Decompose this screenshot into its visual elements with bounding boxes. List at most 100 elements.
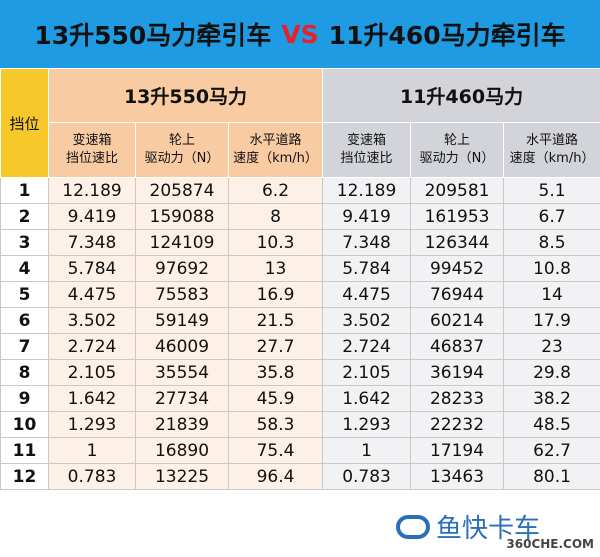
column-header-line: 轮上 xyxy=(444,133,471,148)
data-cell: 22232 xyxy=(410,411,505,438)
data-row: 5 4.475 75583 16.9 4.475 76944 14 xyxy=(0,281,600,308)
data-cell: 1.642 xyxy=(322,385,412,412)
data-cell: 1 xyxy=(48,437,136,464)
data-cell: 0.783 xyxy=(48,463,136,490)
group-header: 13升550马力 xyxy=(47,68,324,123)
gear-cell: 12 xyxy=(0,463,49,490)
data-cell: 124109 xyxy=(135,229,229,256)
data-cell: 1 xyxy=(322,437,412,464)
data-cell: 62.7 xyxy=(503,437,600,464)
data-row: 8 2.105 35554 35.8 2.105 36194 29.8 xyxy=(0,359,600,386)
column-header: 变速箱 挡位速比 xyxy=(48,122,136,178)
data-cell: 28233 xyxy=(410,385,505,412)
group-header: 11升460马力 xyxy=(322,68,600,123)
data-cell: 21.5 xyxy=(227,307,324,334)
column-header-line: 速度（km/h） xyxy=(233,151,318,166)
data-row: 7 2.724 46009 27.7 2.724 46837 23 xyxy=(0,333,600,360)
data-row: 9 1.642 27734 45.9 1.642 28233 38.2 xyxy=(0,385,600,412)
gear-cell: 7 xyxy=(0,333,49,360)
data-cell: 17.9 xyxy=(503,307,600,334)
data-cell: 45.9 xyxy=(227,385,324,412)
data-cell: 80.1 xyxy=(503,463,600,490)
data-cell: 16890 xyxy=(135,437,229,464)
data-cell: 9.419 xyxy=(322,203,412,230)
data-cell: 13225 xyxy=(135,463,229,490)
data-cell: 5.1 xyxy=(503,177,600,204)
data-cell: 1.642 xyxy=(48,385,136,412)
data-cell: 205874 xyxy=(135,177,229,204)
data-cell: 13463 xyxy=(410,463,505,490)
data-cell: 1.293 xyxy=(322,411,412,438)
data-cell: 96.4 xyxy=(227,463,324,490)
data-cell: 12.189 xyxy=(322,177,412,204)
data-cell: 14 xyxy=(503,281,600,308)
data-cell: 209581 xyxy=(410,177,505,204)
data-cell: 3.502 xyxy=(322,307,412,334)
data-cell: 161953 xyxy=(410,203,505,230)
title-bar: 13升550马力牵引车 VS 11升460马力牵引车 xyxy=(0,0,600,68)
watermark: 360CHE.COM xyxy=(506,537,594,551)
data-cell: 21839 xyxy=(135,411,229,438)
logo-text: 鱼快卡车 xyxy=(435,514,540,544)
title-vs: VS xyxy=(281,19,319,49)
column-header-row: 变速箱 挡位速比 轮上 驱动力（N） 水平道路 速度（km/h） 变速箱 挡位速比 轮上 驱动力（… xyxy=(1,122,600,178)
data-cell: 76944 xyxy=(410,281,505,308)
data-cell: 48.5 xyxy=(503,411,600,438)
data-cell: 75583 xyxy=(135,281,229,308)
logo: 鱼快卡车 xyxy=(395,508,540,545)
gear-cell: 5 xyxy=(0,281,49,308)
data-cell: 59149 xyxy=(135,307,229,334)
data-cell: 4.475 xyxy=(48,281,136,308)
gear-cell: 2 xyxy=(0,203,49,230)
data-cell: 27734 xyxy=(135,385,229,412)
data-cell: 35.8 xyxy=(227,359,324,386)
data-cell: 60214 xyxy=(410,307,505,334)
data-cell: 8.5 xyxy=(503,229,600,256)
data-row: 2 9.419 159088 8 9.419 161953 6.7 xyxy=(0,203,600,230)
data-cell: 159088 xyxy=(135,203,229,230)
column-header: 水平道路 速度（km/h） xyxy=(227,122,324,178)
gear-cell: 1 xyxy=(0,177,49,204)
data-cell: 23 xyxy=(503,333,600,360)
data-cell: 5.784 xyxy=(48,255,136,282)
title-left: 13升550马力牵引车 xyxy=(34,21,272,50)
column-header-line: 轮上 xyxy=(168,133,195,148)
data-cell: 75.4 xyxy=(227,437,324,464)
data-cell: 126344 xyxy=(410,229,505,256)
title-right: 11升460马力牵引车 xyxy=(328,21,566,50)
data-cell: 36194 xyxy=(410,359,505,386)
data-cell: 8 xyxy=(227,203,324,230)
data-cell: 10.3 xyxy=(227,229,324,256)
data-cell: 97692 xyxy=(135,255,229,282)
data-row: 1 12.189 205874 6.2 12.189 209581 5.1 xyxy=(0,177,600,204)
gear-cell: 3 xyxy=(0,229,49,256)
data-cell: 1.293 xyxy=(48,411,136,438)
column-header-line: 驱动力（N） xyxy=(144,151,220,166)
data-cell: 13 xyxy=(227,255,324,282)
gear-cell: 4 xyxy=(0,255,49,282)
data-cell: 2.724 xyxy=(48,333,136,360)
table-body: 挡位 13升550马力 11升460马力 变速箱 挡位速比 轮上驱动力（N） 水平道路 速度（… xyxy=(0,68,600,490)
data-cell: 29.8 xyxy=(503,359,600,386)
data-cell: 10.8 xyxy=(503,255,600,282)
data-row: 12 0.783 13225 96.4 0.783 13463 80.1 xyxy=(0,463,600,490)
data-cell: 35554 xyxy=(135,359,229,386)
group-header-row: 挡位 13升550马力 11升460马力 xyxy=(0,68,600,178)
gear-cell: 9 xyxy=(0,385,49,412)
gear-table: 挡位 13升550马力 11升460马力 变速箱 挡位速比 轮上驱动力（N） 水平道路 速度（… xyxy=(0,68,600,490)
data-row: 3 7.348 124109 10.3 7.348 126344 8.5 xyxy=(0,229,600,256)
data-cell: 2.105 xyxy=(322,359,412,386)
data-cell: 99452 xyxy=(410,255,505,282)
data-cell: 2.724 xyxy=(322,333,412,360)
data-cell: 7.348 xyxy=(322,229,412,256)
data-cell: 6.7 xyxy=(503,203,600,230)
column-header-line: 挡位速比 xyxy=(340,151,393,166)
data-cell: 4.475 xyxy=(322,281,412,308)
gear-cell: 11 xyxy=(0,437,49,464)
column-header-line: 挡位速比 xyxy=(65,151,118,166)
data-row: 6 3.502 59149 21.5 3.502 60214 17.9 xyxy=(0,307,600,334)
data-row: 10 1.293 21839 58.3 1.293 22232 48.5 xyxy=(0,411,600,438)
gear-cell: 6 xyxy=(0,307,49,334)
data-cell: 27.7 xyxy=(227,333,324,360)
